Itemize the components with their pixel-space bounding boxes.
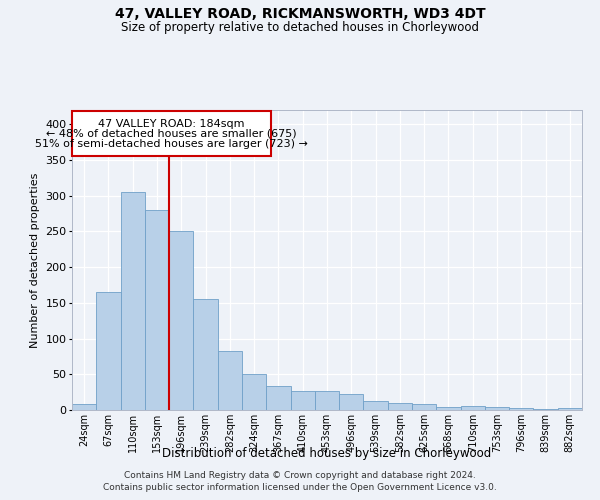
Text: 51% of semi-detached houses are larger (723) →: 51% of semi-detached houses are larger (… — [35, 138, 308, 148]
Bar — [436, 407, 461, 410]
Bar — [509, 408, 533, 410]
Bar — [485, 407, 509, 410]
Bar — [266, 386, 290, 410]
Bar — [121, 192, 145, 410]
Bar — [461, 406, 485, 410]
Bar — [169, 232, 193, 410]
FancyBboxPatch shape — [72, 112, 271, 156]
Bar — [339, 394, 364, 410]
Bar — [96, 292, 121, 410]
Bar — [72, 404, 96, 410]
Text: 47 VALLEY ROAD: 184sqm: 47 VALLEY ROAD: 184sqm — [98, 118, 245, 128]
Text: Contains HM Land Registry data © Crown copyright and database right 2024.
Contai: Contains HM Land Registry data © Crown c… — [103, 471, 497, 492]
Text: 47, VALLEY ROAD, RICKMANSWORTH, WD3 4DT: 47, VALLEY ROAD, RICKMANSWORTH, WD3 4DT — [115, 8, 485, 22]
Text: Size of property relative to detached houses in Chorleywood: Size of property relative to detached ho… — [121, 21, 479, 34]
Y-axis label: Number of detached properties: Number of detached properties — [30, 172, 40, 348]
Bar — [388, 403, 412, 410]
Bar — [364, 402, 388, 410]
Bar — [290, 390, 315, 410]
Bar — [193, 300, 218, 410]
Text: Distribution of detached houses by size in Chorleywood: Distribution of detached houses by size … — [163, 448, 491, 460]
Bar — [315, 390, 339, 410]
Bar — [558, 408, 582, 410]
Bar — [218, 350, 242, 410]
Text: ← 48% of detached houses are smaller (675): ← 48% of detached houses are smaller (67… — [46, 128, 297, 138]
Bar — [412, 404, 436, 410]
Bar — [242, 374, 266, 410]
Bar — [145, 210, 169, 410]
